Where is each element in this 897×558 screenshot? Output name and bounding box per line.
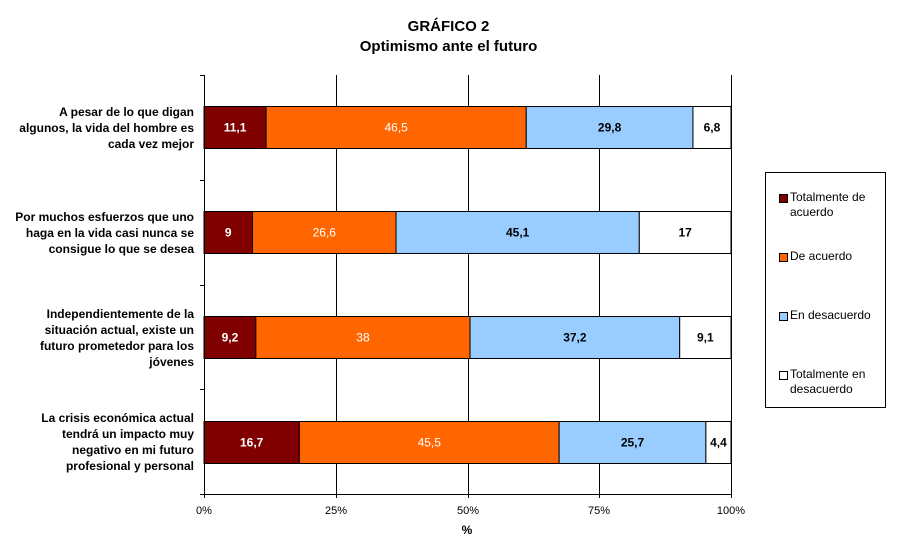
legend-label: Totalmente en desacuerdo: [790, 367, 866, 396]
data-label: 29,8: [598, 121, 622, 135]
category-label-4: La crisis económica actual tendrá un imp…: [41, 411, 194, 473]
legend-label: Totalmente de acuerdo: [790, 190, 866, 219]
data-label: 9,1: [697, 331, 714, 345]
legend-swatch: [779, 312, 788, 321]
legend: Totalmente de acuerdo De acuerdo En desa…: [765, 172, 886, 408]
data-label: 46,5: [384, 121, 408, 135]
legend-label: De acuerdo: [790, 249, 853, 263]
bar-segment: [203, 106, 267, 149]
data-label: 45,1: [506, 226, 530, 240]
x-tick-label: 25%: [324, 505, 348, 517]
bar-segment: [252, 211, 397, 254]
data-label: 11,1: [224, 121, 247, 135]
legend-label: En desacuerdo: [790, 308, 871, 322]
bar-segment: [692, 106, 732, 149]
bar-segment: [203, 211, 254, 254]
category-label-1: A pesar de lo que digan algunos, la vida…: [19, 105, 194, 151]
x-tick-label: 100%: [716, 505, 746, 517]
data-label: 17: [678, 226, 692, 240]
bar-segment: [265, 106, 527, 149]
x-tick-label: 50%: [456, 505, 480, 517]
data-label: 38: [356, 331, 370, 345]
data-label: 26,6: [313, 226, 337, 240]
data-label: 25,7: [621, 436, 645, 450]
data-label: 45,5: [418, 436, 442, 450]
chart-title: GRÁFICO 2: [407, 18, 490, 35]
chart-subtitle: Optimismo ante el futuro: [359, 38, 538, 55]
x-tick-label: 0%: [196, 505, 212, 517]
data-label: 9,2: [222, 331, 239, 345]
bar-segment: [469, 316, 681, 359]
bar-segment: [255, 316, 471, 359]
bar-segment: [679, 316, 732, 359]
data-label: 4,4: [710, 436, 727, 450]
legend-swatch: [779, 253, 788, 262]
bar-segment: [705, 421, 732, 464]
bars: 11,1 46,5 29,8 6,8 9 26,6 45,1 17 9,2 38 37,2 9,1 16…: [203, 106, 732, 464]
data-label: 37,2: [563, 331, 587, 345]
data-label: 6,8: [704, 121, 721, 135]
data-label: 16,7: [240, 436, 264, 450]
legend-swatch: [779, 371, 788, 380]
bar-segment: [638, 211, 732, 254]
axes: [200, 75, 732, 498]
category-label-2: Por muchos esfuerzos que uno haga en la …: [15, 210, 194, 256]
x-tick-label: 75%: [587, 505, 611, 517]
bar-segment: [203, 421, 300, 464]
bar-segment: [298, 421, 560, 464]
legend-swatch: [779, 194, 788, 203]
data-label: 9: [225, 226, 232, 240]
category-label-3: Independientemente de la situación actua…: [39, 307, 194, 369]
x-axis-title: %: [461, 523, 473, 537]
bar-segment: [525, 106, 694, 149]
